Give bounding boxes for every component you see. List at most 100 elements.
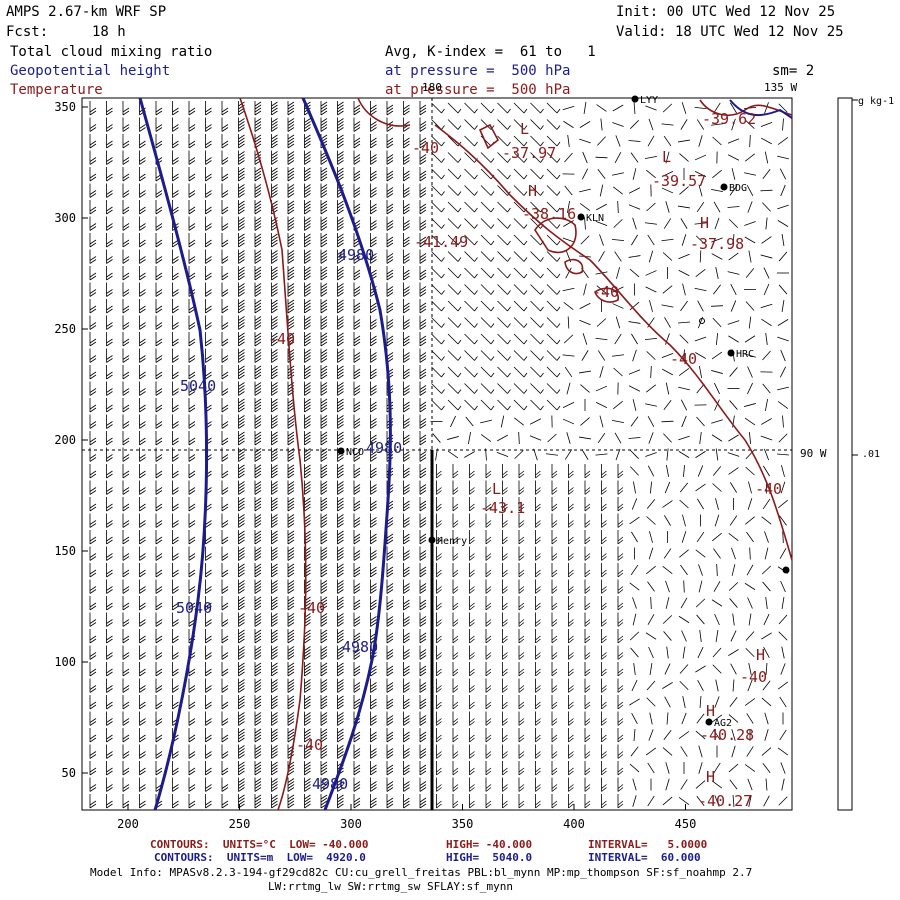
wind-barb xyxy=(419,233,427,248)
wind-barb xyxy=(221,695,229,710)
wind-barb xyxy=(647,795,655,807)
wind-barb xyxy=(763,795,770,807)
wind-barb xyxy=(370,150,377,165)
wind-barb xyxy=(581,449,589,460)
wind-barb xyxy=(695,352,706,359)
wind-barb xyxy=(469,678,475,693)
wind-barb xyxy=(436,728,442,743)
wind-barb xyxy=(431,201,445,213)
wind-barb xyxy=(431,218,445,229)
wind-barb xyxy=(778,251,788,262)
wind-barb xyxy=(513,185,528,196)
wind-barb xyxy=(238,645,245,660)
wind-barb xyxy=(139,134,146,149)
wind-barb xyxy=(761,137,772,145)
wind-barb xyxy=(645,632,657,640)
wind-barb xyxy=(122,398,130,413)
wind-barb xyxy=(599,415,604,428)
pole-marker xyxy=(699,318,705,324)
wind-barb xyxy=(106,266,113,281)
wind-barb xyxy=(678,731,690,739)
wind-barb xyxy=(665,333,670,345)
wind-barb xyxy=(304,761,311,776)
wind-barb xyxy=(747,498,753,510)
wind-barb xyxy=(480,366,495,378)
lon-label-180: 180 xyxy=(422,81,442,94)
wind-barb xyxy=(535,612,541,627)
wind-barb xyxy=(155,431,163,446)
wind-barb xyxy=(254,282,262,297)
wind-barb xyxy=(584,662,591,677)
wind-barb xyxy=(403,414,410,429)
wind-barb xyxy=(287,711,295,726)
wind-barb xyxy=(155,365,163,380)
wind-barb xyxy=(551,777,558,792)
wind-barb xyxy=(464,102,478,114)
wind-barb xyxy=(337,299,344,314)
wind-barb xyxy=(617,546,624,561)
wind-barb xyxy=(188,200,196,215)
wind-barb xyxy=(615,135,621,147)
wind-barb xyxy=(139,777,146,792)
wind-barb xyxy=(601,579,607,594)
wind-barb xyxy=(419,315,427,330)
wind-barb xyxy=(535,645,541,660)
wind-barb xyxy=(630,466,639,476)
wind-barb xyxy=(716,563,718,577)
wind-barb xyxy=(777,386,789,391)
wind-barb xyxy=(447,168,462,180)
wind-barb xyxy=(695,235,706,245)
wind-barb xyxy=(287,381,295,396)
wind-barb xyxy=(664,481,671,494)
wind-barb xyxy=(464,251,478,262)
wind-barb xyxy=(205,546,212,561)
wind-barb xyxy=(480,218,495,229)
wind-barb xyxy=(188,150,196,165)
temperature-label: -40 xyxy=(740,668,767,686)
wind-barb xyxy=(431,234,445,246)
wind-barb xyxy=(304,480,311,495)
wind-barb xyxy=(370,315,377,330)
wind-barb xyxy=(205,711,212,726)
wind-barb xyxy=(205,101,212,116)
wind-barb xyxy=(271,266,278,281)
wind-barb xyxy=(172,464,179,479)
wind-barb xyxy=(518,777,525,792)
wind-barb xyxy=(403,134,410,149)
wind-barb xyxy=(370,348,377,363)
wind-barb xyxy=(728,533,739,541)
wind-barb xyxy=(662,285,673,294)
wind-barb xyxy=(781,646,785,659)
wind-barb xyxy=(320,365,328,380)
wind-barb xyxy=(497,383,511,394)
wind-barb xyxy=(761,418,772,425)
wind-barb xyxy=(106,563,113,578)
wind-barb xyxy=(155,579,163,594)
wind-barb xyxy=(568,744,574,759)
station-label: AG2 xyxy=(714,718,732,729)
wind-barb xyxy=(601,662,607,677)
wind-barb xyxy=(304,497,311,512)
wind-barb xyxy=(238,150,245,165)
wind-barb xyxy=(601,513,607,528)
wind-barb xyxy=(563,120,574,129)
wind-barb xyxy=(682,696,686,708)
wind-barb xyxy=(139,530,146,545)
wind-barb xyxy=(579,121,591,128)
wind-barb xyxy=(122,777,130,792)
wind-barb xyxy=(452,645,459,660)
wind-barb xyxy=(502,530,508,545)
wind-barb xyxy=(320,711,328,726)
wind-barb xyxy=(765,399,768,411)
wind-barb xyxy=(535,794,541,809)
wind-barb xyxy=(287,183,295,198)
wind-barb xyxy=(320,200,328,215)
wind-barb xyxy=(172,299,179,314)
y-tick-label: 50 xyxy=(62,766,76,780)
wind-barb xyxy=(122,728,130,743)
wind-barb xyxy=(601,612,607,627)
wind-barb xyxy=(419,447,427,462)
wind-barb xyxy=(480,251,495,262)
wind-barb xyxy=(729,367,738,377)
wind-barb xyxy=(353,414,361,429)
